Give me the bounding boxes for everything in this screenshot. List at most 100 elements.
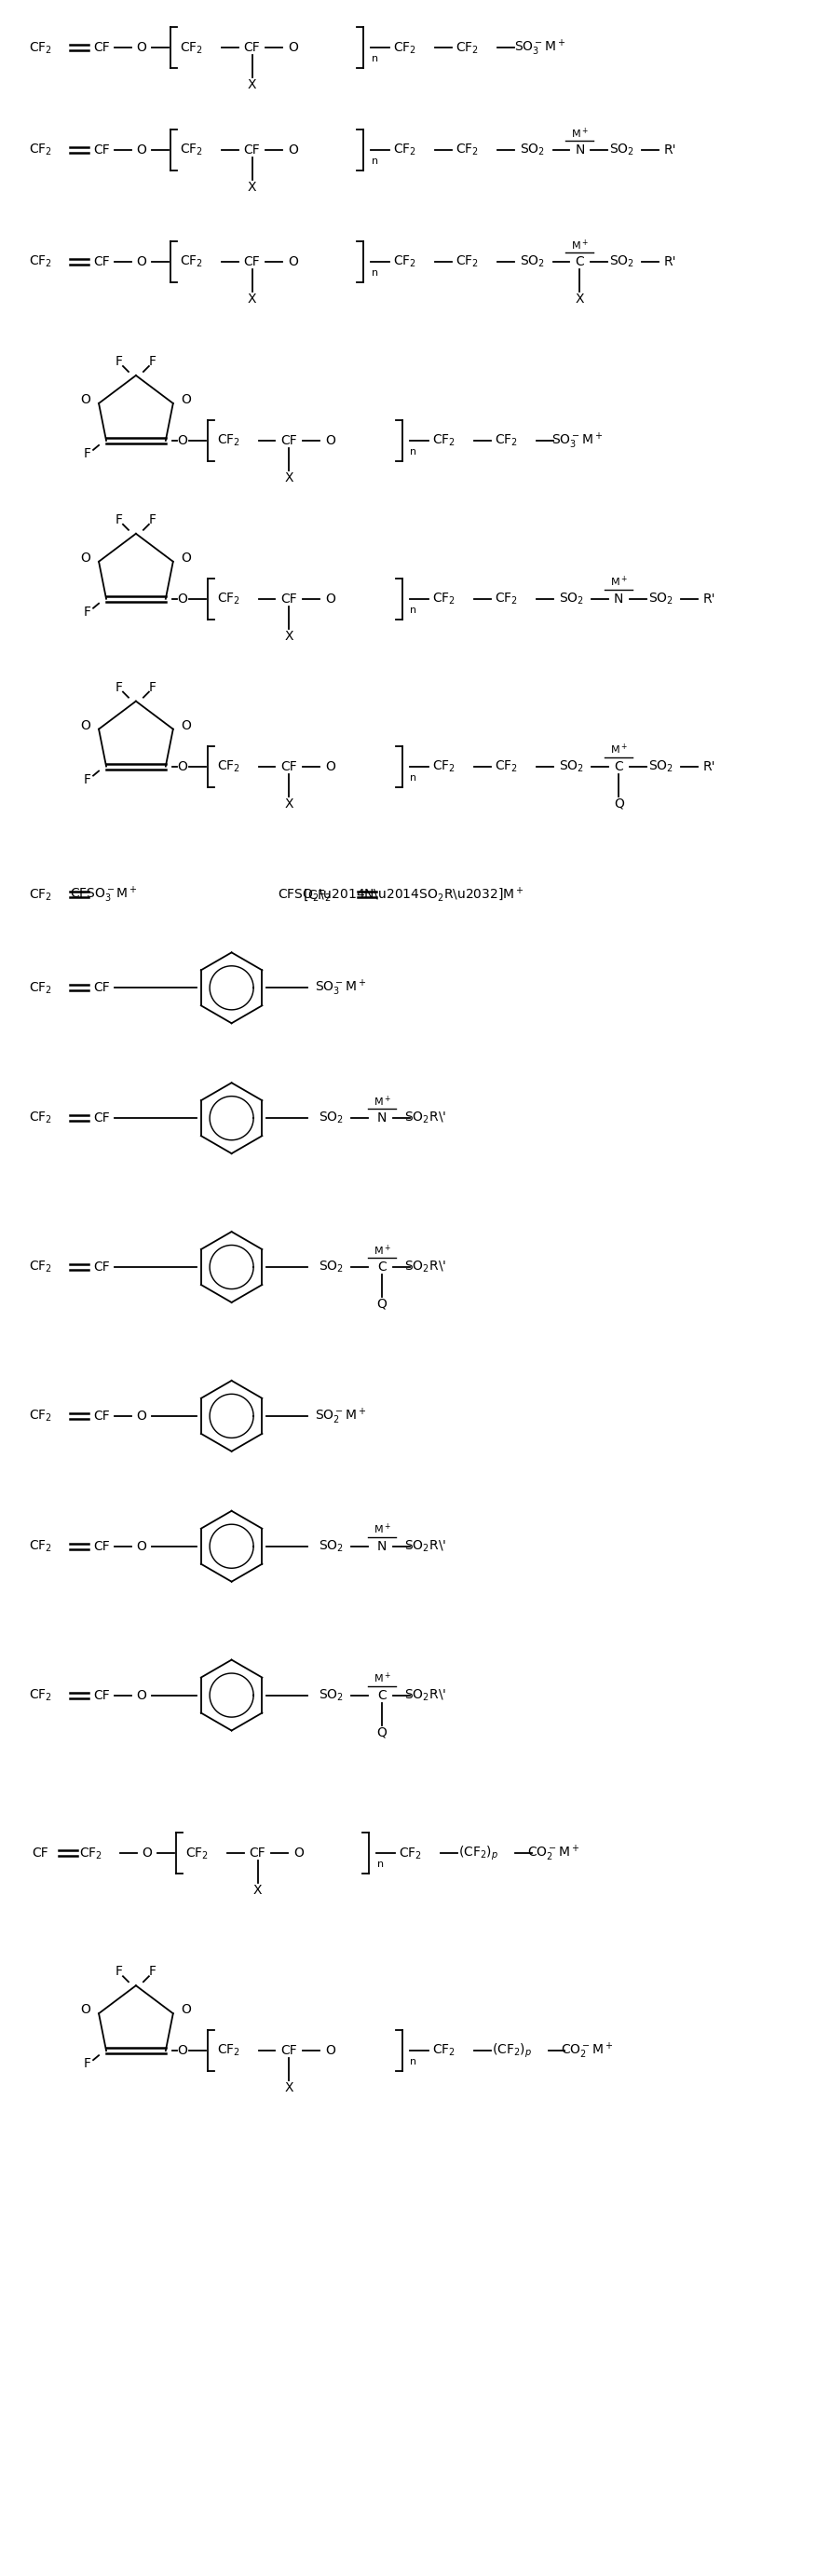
Text: SO$_2$R\': SO$_2$R\' xyxy=(405,1110,446,1126)
Text: SO$_3^-$M$^+$: SO$_3^-$M$^+$ xyxy=(552,430,603,451)
Text: CF$_2$: CF$_2$ xyxy=(432,2043,456,2058)
Text: X: X xyxy=(253,1883,262,1896)
Text: O: O xyxy=(294,1847,304,1860)
Text: CF: CF xyxy=(93,1113,110,1126)
Text: CF: CF xyxy=(281,2045,297,2058)
Text: CF: CF xyxy=(281,435,297,448)
Text: CF$_2$: CF$_2$ xyxy=(180,142,203,157)
Text: M$^+$: M$^+$ xyxy=(610,574,628,590)
Text: R': R' xyxy=(703,592,715,605)
Text: n: n xyxy=(410,773,417,783)
Text: CF: CF xyxy=(244,255,260,268)
Text: O: O xyxy=(325,760,335,773)
Text: SO$_2$: SO$_2$ xyxy=(318,1260,344,1275)
Text: SO$_2$: SO$_2$ xyxy=(318,1110,344,1126)
Text: O: O xyxy=(288,144,298,157)
Text: O: O xyxy=(136,144,147,157)
Text: SO$_2$R\': SO$_2$R\' xyxy=(405,1687,446,1703)
Text: CF$_2$: CF$_2$ xyxy=(456,41,479,57)
Text: n: n xyxy=(371,157,378,165)
Text: O: O xyxy=(177,435,188,448)
Text: SO$_2$: SO$_2$ xyxy=(648,590,673,605)
Text: SO$_2$R\': SO$_2$R\' xyxy=(405,1260,446,1275)
Text: O: O xyxy=(181,2004,191,2017)
Text: M$^+$: M$^+$ xyxy=(610,742,628,757)
Text: O: O xyxy=(325,592,335,605)
Text: O: O xyxy=(325,435,335,448)
Text: CF$_2$: CF$_2$ xyxy=(393,255,417,270)
Text: F: F xyxy=(84,448,91,461)
Text: CF$_2$: CF$_2$ xyxy=(399,1847,423,1860)
Text: F: F xyxy=(149,1965,157,1978)
Text: X: X xyxy=(247,294,256,307)
Text: R': R' xyxy=(703,760,715,773)
Text: CO$_2^-$M$^+$: CO$_2^-$M$^+$ xyxy=(528,1844,580,1862)
Text: N: N xyxy=(377,1113,387,1126)
Text: CF$_2$: CF$_2$ xyxy=(432,433,456,448)
Text: SO$_2$: SO$_2$ xyxy=(520,142,545,157)
Text: CF: CF xyxy=(93,1409,110,1422)
Text: O: O xyxy=(177,592,188,605)
Text: C: C xyxy=(378,1690,387,1703)
Text: M$^+$: M$^+$ xyxy=(571,126,588,142)
Text: CF$_2$: CF$_2$ xyxy=(79,1847,102,1860)
Text: F: F xyxy=(84,605,91,618)
Text: n: n xyxy=(371,54,378,64)
Text: CF$_2$: CF$_2$ xyxy=(29,886,52,902)
Text: CF: CF xyxy=(32,1847,49,1860)
Text: O: O xyxy=(136,41,147,54)
Text: F: F xyxy=(149,513,157,526)
Text: X: X xyxy=(247,180,256,193)
Text: CF$_2$: CF$_2$ xyxy=(180,41,203,57)
Text: O: O xyxy=(181,719,191,732)
Text: X: X xyxy=(285,629,294,641)
Text: CO$_2^-$M$^+$: CO$_2^-$M$^+$ xyxy=(561,2040,614,2061)
Text: M$^+$: M$^+$ xyxy=(373,1244,391,1257)
Text: n: n xyxy=(371,268,378,278)
Text: O: O xyxy=(81,2004,91,2017)
Text: CF$_2$: CF$_2$ xyxy=(456,142,479,157)
Text: CF$_2$: CF$_2$ xyxy=(29,1110,52,1126)
Text: O: O xyxy=(142,1847,152,1860)
Text: O: O xyxy=(81,719,91,732)
Text: Q: Q xyxy=(377,1298,387,1311)
Text: SO$_2$: SO$_2$ xyxy=(559,760,584,773)
Text: SO$_2$: SO$_2$ xyxy=(559,590,584,605)
Text: CF$_2$: CF$_2$ xyxy=(217,433,241,448)
Text: CF$_2$: CF$_2$ xyxy=(494,590,518,605)
Text: O: O xyxy=(181,394,191,407)
Text: CF$_2$: CF$_2$ xyxy=(29,981,52,994)
Text: CF$_2$: CF$_2$ xyxy=(393,41,417,57)
Text: n: n xyxy=(410,2058,417,2066)
Text: O: O xyxy=(136,1409,147,1422)
Text: C: C xyxy=(614,760,623,773)
Text: CF: CF xyxy=(93,1260,110,1273)
Text: O: O xyxy=(81,551,91,564)
Text: O: O xyxy=(136,1540,147,1553)
Text: N: N xyxy=(614,592,623,605)
Text: CF$_2$: CF$_2$ xyxy=(29,41,52,57)
Text: CF: CF xyxy=(244,144,260,157)
Text: O: O xyxy=(177,2045,188,2058)
Text: SO$_3^-$M$^+$: SO$_3^-$M$^+$ xyxy=(314,979,366,997)
Text: n: n xyxy=(377,1860,384,1870)
Text: n: n xyxy=(410,448,417,456)
Text: (CF$_2$)$_p$: (CF$_2$)$_p$ xyxy=(492,2043,532,2061)
Text: X: X xyxy=(285,471,294,484)
Text: SO$_3^-$M$^+$: SO$_3^-$M$^+$ xyxy=(514,39,565,57)
Text: X: X xyxy=(285,2081,294,2094)
Text: CF: CF xyxy=(93,1540,110,1553)
Text: SO$_2$: SO$_2$ xyxy=(520,255,545,270)
Text: R': R' xyxy=(663,144,676,157)
Text: CF$_2$: CF$_2$ xyxy=(432,590,456,605)
Text: F: F xyxy=(149,355,157,368)
Text: SO$_2$: SO$_2$ xyxy=(648,760,673,773)
Text: CF$_2$: CF$_2$ xyxy=(29,1538,52,1553)
Text: CF$_2$: CF$_2$ xyxy=(29,255,52,270)
Text: CF: CF xyxy=(244,41,260,54)
Text: CF: CF xyxy=(93,981,110,994)
Text: CF$_2$: CF$_2$ xyxy=(29,1260,52,1275)
Text: CF$_2$: CF$_2$ xyxy=(29,142,52,157)
Text: O: O xyxy=(288,255,298,268)
Text: O: O xyxy=(325,2045,335,2058)
